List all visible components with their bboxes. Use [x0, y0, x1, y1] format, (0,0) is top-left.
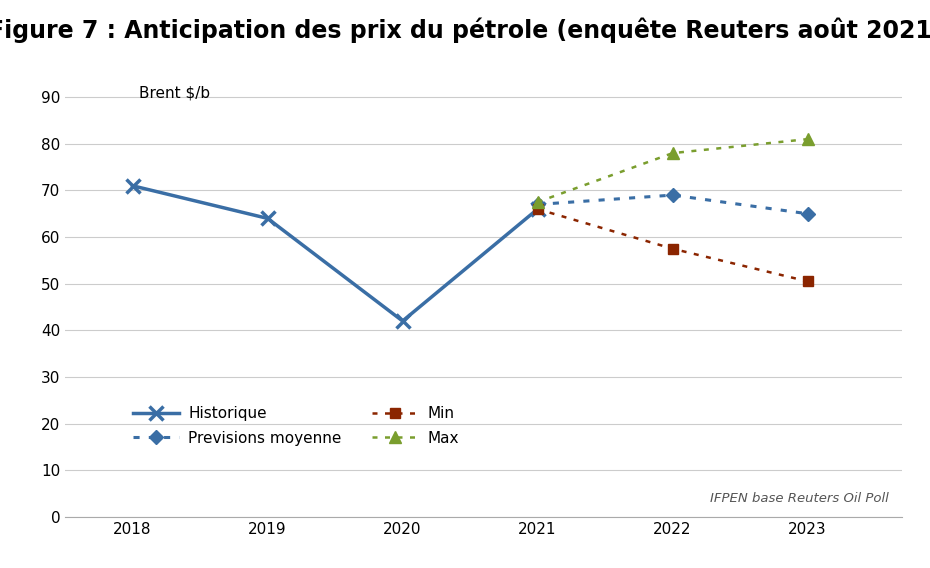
- Text: IFPEN base Reuters Oil Poll: IFPEN base Reuters Oil Poll: [710, 492, 888, 505]
- Text: Figure 7 : Anticipation des prix du pétrole (enquête Reuters août 2021): Figure 7 : Anticipation des prix du pétr…: [0, 17, 930, 43]
- Text: Brent $/b: Brent $/b: [140, 86, 210, 101]
- Legend: Historique, Previsions moyenne, Min, Max: Historique, Previsions moyenne, Min, Max: [127, 400, 465, 452]
